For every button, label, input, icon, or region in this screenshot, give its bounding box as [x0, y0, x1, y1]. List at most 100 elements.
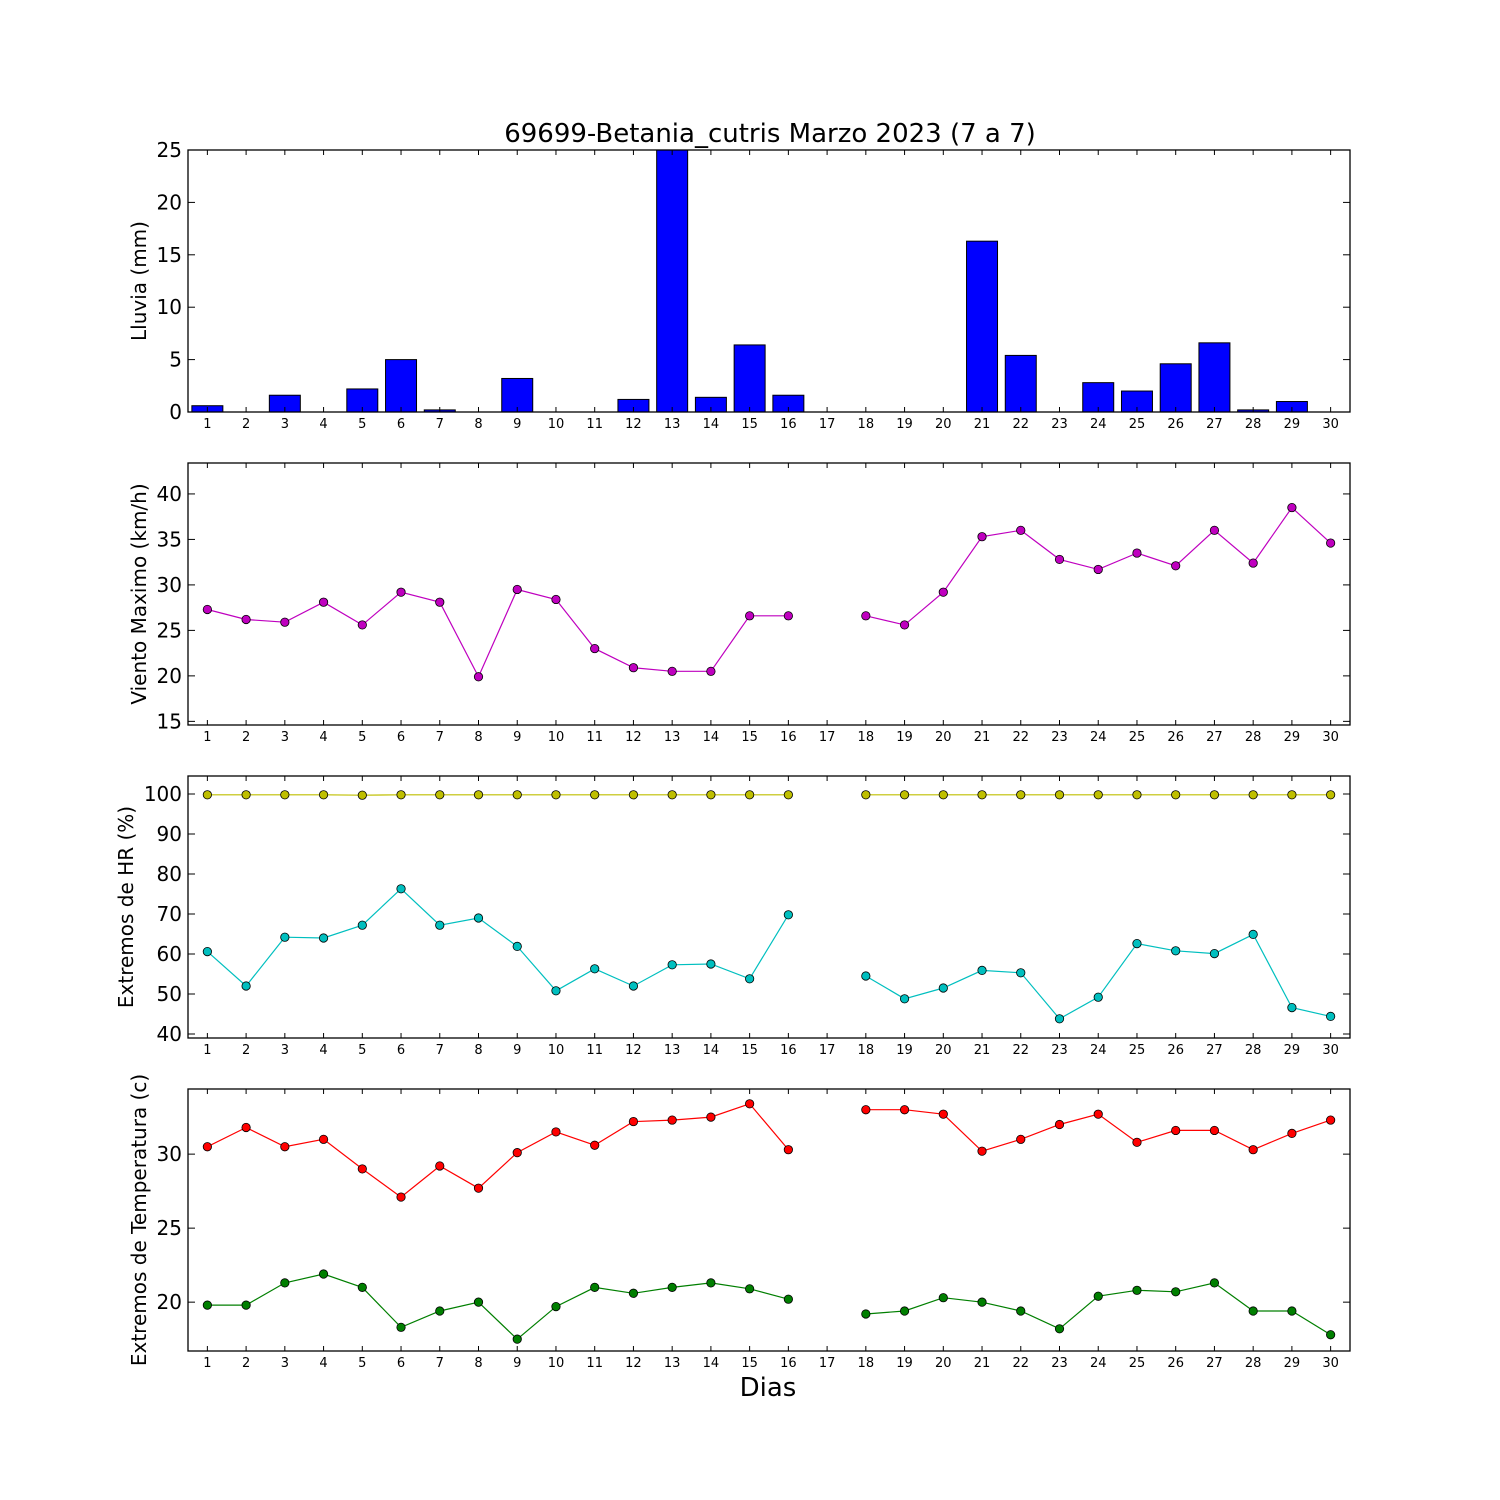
- x-tick-label: 14: [703, 1043, 720, 1058]
- data-point: [1171, 790, 1181, 800]
- x-tick-label: 6: [397, 1356, 405, 1371]
- x-tick-label: 1: [203, 417, 211, 432]
- y-tick-label: 50: [157, 982, 182, 1006]
- x-axis-label: Dias: [740, 1373, 797, 1403]
- y-tick-label: 100: [144, 782, 182, 806]
- data-point: [280, 932, 290, 942]
- x-tick-label: 30: [1322, 417, 1339, 432]
- y-tick-label: 40: [157, 1022, 182, 1046]
- x-tick-label: 25: [1129, 730, 1146, 745]
- y-tick-label: 20: [157, 664, 182, 688]
- x-tick-label: 7: [436, 417, 444, 432]
- data-point: [1093, 790, 1103, 800]
- x-tick-label: 24: [1090, 730, 1107, 745]
- x-tick-label: 15: [741, 1356, 758, 1371]
- data-point: [1287, 1306, 1297, 1316]
- x-tick-label: 6: [397, 730, 405, 745]
- x-tick-label: 3: [281, 730, 289, 745]
- data-point: [396, 1322, 406, 1332]
- data-point: [1287, 1002, 1297, 1013]
- data-point: [551, 1301, 561, 1312]
- x-tick-label: 24: [1090, 1356, 1107, 1371]
- x-tick-label: 3: [281, 1356, 289, 1371]
- x-tick-label: 17: [819, 730, 836, 745]
- bar: [1198, 342, 1231, 413]
- x-tick-label: 7: [436, 1356, 444, 1371]
- x-tick-label: 29: [1284, 1043, 1301, 1058]
- data-point: [745, 790, 755, 800]
- data-point: [241, 614, 251, 625]
- x-tick-label: 18: [858, 730, 875, 745]
- data-point: [318, 1269, 329, 1279]
- data-point: [357, 790, 367, 800]
- data-point: [357, 1282, 367, 1292]
- data-point: [977, 1297, 987, 1307]
- x-tick-label: 26: [1167, 1043, 1184, 1058]
- x-tick-label: 21: [974, 730, 991, 745]
- data-point: [1016, 1306, 1026, 1316]
- data-point: [1171, 1125, 1181, 1136]
- data-point: [512, 790, 522, 800]
- y-tick-label: 20: [157, 190, 182, 214]
- y-tick-label: 15: [157, 709, 182, 733]
- data-point: [1287, 1128, 1297, 1139]
- x-tick-label: 18: [858, 1043, 875, 1058]
- data-point: [1209, 948, 1220, 959]
- x-tick-label: 28: [1245, 730, 1262, 745]
- data-point: [1326, 790, 1336, 800]
- x-tick-label: 2: [242, 1043, 250, 1058]
- x-tick-label: 27: [1206, 417, 1223, 432]
- data-point: [473, 913, 484, 923]
- x-tick-label: 16: [780, 1043, 797, 1058]
- data-point: [899, 994, 910, 1004]
- x-tick-label: 11: [586, 1043, 603, 1058]
- data-point: [202, 946, 212, 957]
- y-tick-label: 15: [157, 243, 182, 267]
- data-point: [861, 790, 871, 800]
- data-point: [1054, 1014, 1065, 1024]
- x-tick-label: 13: [664, 1043, 681, 1058]
- data-point: [241, 1300, 251, 1310]
- data-point: [628, 1288, 639, 1298]
- data-point: [1326, 1330, 1336, 1340]
- data-point: [745, 1099, 755, 1109]
- x-tick-label: 4: [319, 417, 327, 432]
- data-point: [202, 1142, 212, 1152]
- x-tick-label: 13: [664, 730, 681, 745]
- x-tick-label: 11: [586, 417, 603, 432]
- data-point: [861, 1105, 871, 1115]
- data-point: [1054, 790, 1065, 800]
- x-tick-label: 27: [1206, 1356, 1223, 1371]
- data-point: [551, 790, 561, 800]
- data-point: [357, 1164, 367, 1174]
- bar: [1159, 363, 1192, 413]
- x-tick-label: 30: [1322, 730, 1339, 745]
- data-point: [899, 620, 910, 630]
- x-tick-label: 26: [1167, 730, 1184, 745]
- data-point: [318, 1134, 329, 1144]
- x-tick-label: 22: [1012, 1043, 1029, 1058]
- y-tick-label: 35: [157, 527, 182, 551]
- x-tick-label: 12: [625, 1356, 642, 1371]
- data-point: [745, 611, 755, 621]
- data-point: [1248, 790, 1258, 800]
- x-tick-label: 16: [780, 417, 797, 432]
- data-point: [938, 1293, 948, 1303]
- x-tick-label: 26: [1167, 1356, 1184, 1371]
- x-tick-label: 17: [819, 1043, 836, 1058]
- bar: [966, 240, 999, 413]
- x-tick-label: 18: [858, 417, 875, 432]
- x-tick-label: 10: [548, 1043, 565, 1058]
- x-tick-label: 28: [1245, 1043, 1262, 1058]
- y-tick-label: 20: [157, 1290, 182, 1314]
- x-tick-label: 23: [1051, 417, 1068, 432]
- series-line: [207, 887, 789, 992]
- data-point: [899, 790, 910, 800]
- data-point: [745, 974, 755, 984]
- data-point: [396, 1192, 406, 1202]
- y-axis-label: Lluvia (mm): [127, 221, 151, 341]
- x-tick-label: 8: [474, 1356, 482, 1371]
